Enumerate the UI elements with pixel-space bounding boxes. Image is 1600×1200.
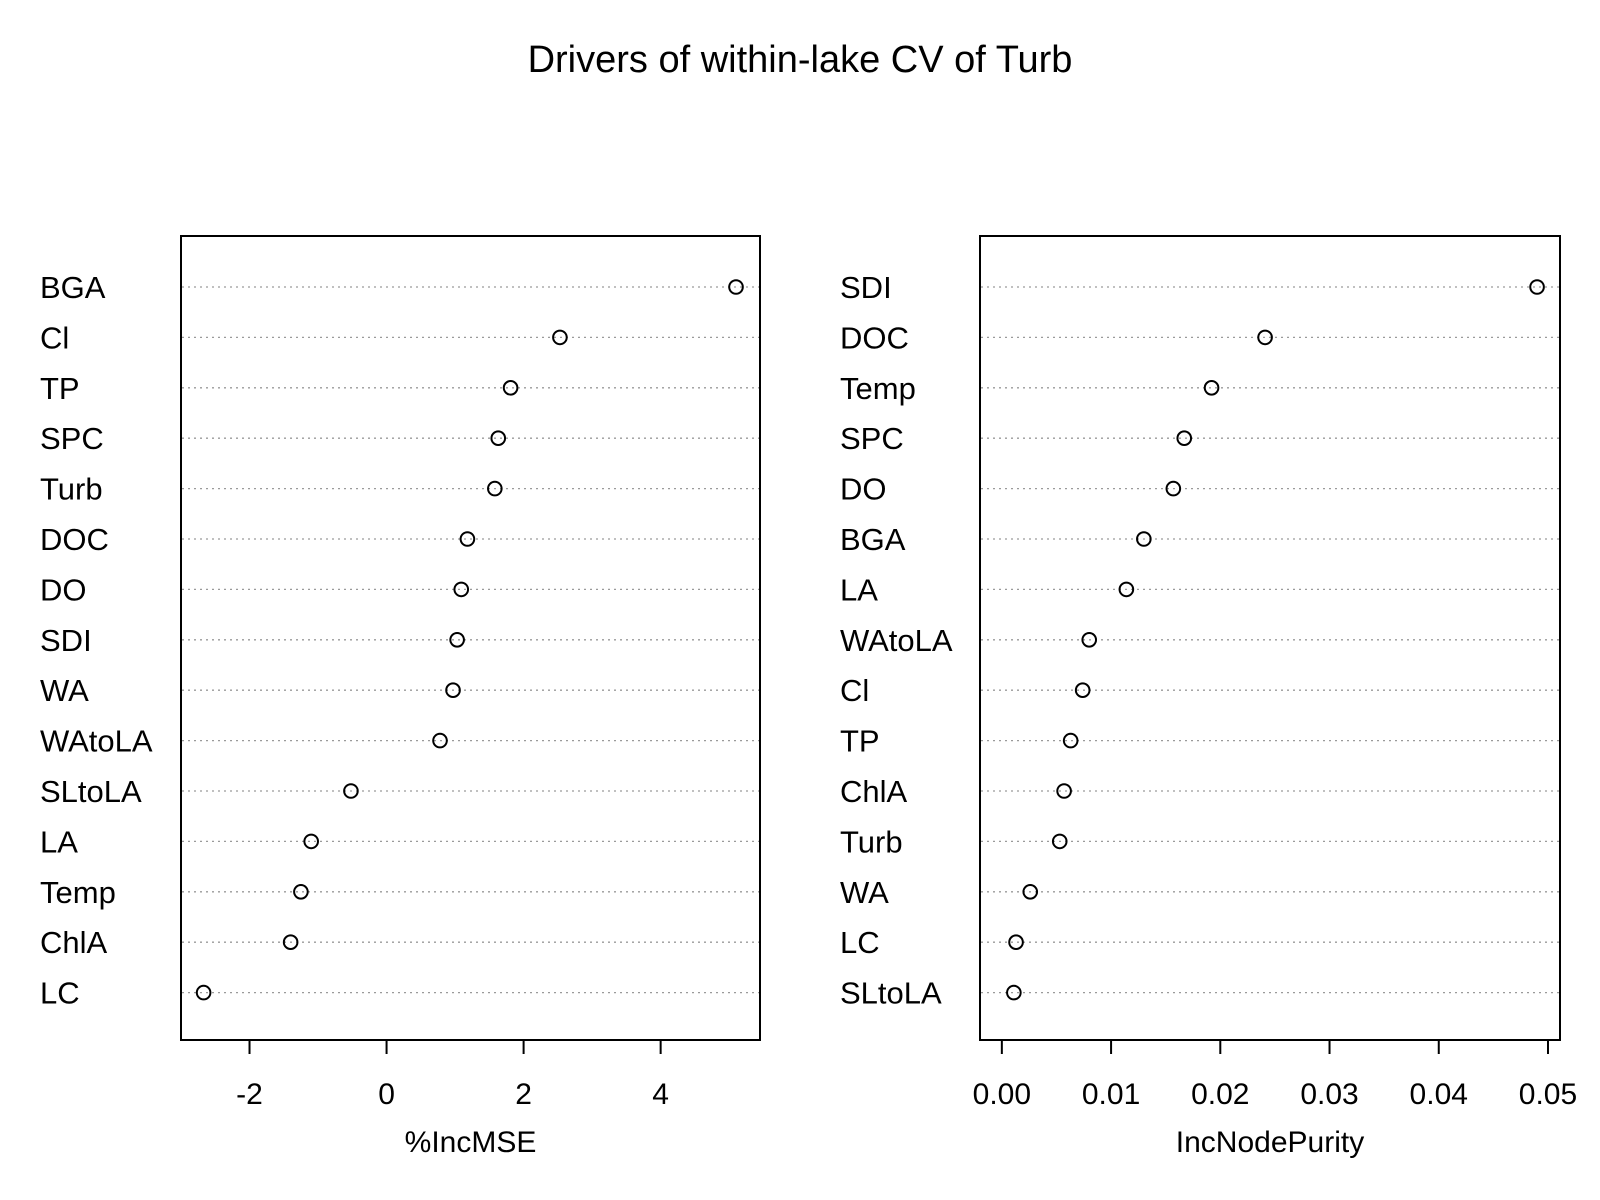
data-point-do [453, 581, 470, 598]
category-label: DO [840, 472, 887, 507]
category-label: BGA [840, 522, 906, 557]
data-point-cl [1074, 682, 1091, 699]
data-point-doc [459, 531, 476, 547]
category-label: LA [40, 824, 78, 859]
category-label: WA [840, 875, 889, 910]
panel-incmse: BGA Cl TP SPC Turb DOC DO SDI WA WAtoLA SLtoLA LA Te… [40, 235, 761, 1159]
data-point-la [303, 833, 319, 850]
category-label: SDI [840, 270, 892, 305]
data-point-spc [490, 430, 507, 447]
category-label: Turb [40, 472, 103, 507]
category-label: WA [40, 673, 89, 708]
data-point-turb [487, 480, 503, 497]
category-label: LC [840, 925, 880, 960]
x-axis-title: IncNodePurity [1176, 1126, 1364, 1159]
data-point-cl [552, 329, 568, 346]
data-point-chla [1056, 783, 1072, 799]
x-tick-label: 0 [378, 1078, 395, 1111]
data-point-spc [1176, 430, 1193, 447]
category-label: Temp [840, 371, 916, 406]
data-point-lc [195, 984, 212, 1001]
category-label: BGA [40, 270, 106, 305]
category-label: SLtoLA [40, 774, 142, 809]
category-label: ChlA [840, 774, 908, 809]
category-label: WAtoLA [40, 724, 153, 759]
data-point-bga [1136, 531, 1152, 547]
category-label: WAtoLA [840, 623, 953, 658]
data-point-sdi [449, 632, 465, 648]
data-point-wa [1022, 884, 1039, 900]
x-tick-label: 4 [652, 1078, 669, 1111]
x-axis-title: %IncMSE [405, 1126, 537, 1159]
data-point-turb [1051, 833, 1068, 850]
data-point-watola [432, 732, 448, 749]
x-tick-label: 0.05 [1519, 1078, 1577, 1111]
data-point-wa [445, 682, 461, 699]
panel-incnodepurity: SDI DOC Temp SPC DO BGA LA WAtoLA Cl TP ChlA Turb WA… [840, 235, 1577, 1159]
category-label: DOC [840, 320, 909, 355]
x-tick-label: 0.00 [973, 1078, 1031, 1111]
x-tick-label: 0.02 [1191, 1078, 1249, 1111]
x-tick-label: -2 [236, 1078, 263, 1111]
data-point-tp [502, 380, 519, 396]
data-point-chla [282, 934, 299, 951]
data-point-tp [1062, 732, 1079, 749]
data-point-bga [728, 279, 744, 295]
data-point-do [1165, 480, 1182, 497]
plot-frame [979, 235, 1561, 1041]
plot-frame [180, 235, 761, 1041]
category-label: Turb [840, 824, 903, 859]
data-point-watola [1081, 632, 1098, 648]
data-point-doc [1257, 329, 1273, 346]
category-label: LA [840, 572, 878, 607]
category-label: TP [840, 724, 880, 759]
x-tick-label: 0.04 [1410, 1078, 1468, 1111]
x-tick-label: 0.03 [1300, 1078, 1358, 1111]
data-point-sltola [343, 783, 359, 799]
category-label: Temp [40, 875, 116, 910]
category-label: SPC [40, 421, 104, 456]
x-tick-label: 2 [515, 1078, 532, 1111]
category-label: SDI [40, 623, 92, 658]
category-label: Cl [40, 320, 69, 355]
data-point-sdi [1529, 279, 1545, 295]
category-label: ChlA [40, 925, 108, 960]
data-point-lc [1008, 934, 1024, 951]
data-point-temp [1203, 380, 1220, 396]
category-label: Cl [840, 673, 869, 708]
data-point-temp [293, 884, 309, 900]
category-label: SPC [840, 421, 904, 456]
category-label: DOC [40, 522, 109, 557]
data-point-la [1118, 581, 1135, 598]
category-label: DO [40, 572, 87, 607]
data-point-sltola [1006, 984, 1022, 1001]
chart-title: Drivers of within-lake CV of Turb [528, 39, 1073, 81]
x-tick-label: 0.01 [1082, 1078, 1140, 1111]
category-label: TP [40, 371, 80, 406]
category-label: SLtoLA [840, 976, 942, 1011]
category-label: LC [40, 976, 80, 1011]
